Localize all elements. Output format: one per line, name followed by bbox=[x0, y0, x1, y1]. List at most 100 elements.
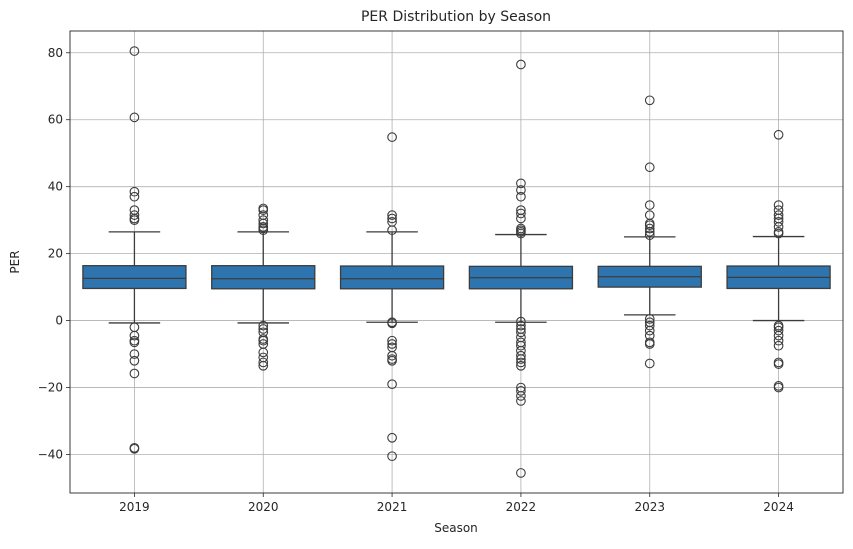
outlier-point bbox=[773, 359, 784, 369]
outlier-point bbox=[129, 186, 140, 197]
box-group-2024 bbox=[726, 129, 831, 393]
box-group-2022 bbox=[468, 59, 574, 478]
iqr-box bbox=[82, 265, 187, 290]
outlier-point bbox=[387, 335, 397, 346]
outlier-point bbox=[129, 443, 140, 454]
y-tick-label: 40 bbox=[48, 180, 63, 194]
outlier-point bbox=[773, 382, 784, 393]
outlier-point bbox=[516, 228, 526, 239]
outlier-point bbox=[773, 340, 784, 351]
outlier-point bbox=[387, 379, 397, 390]
outlier-point bbox=[516, 185, 526, 195]
outlier-point bbox=[387, 355, 397, 366]
outlier-point bbox=[516, 396, 526, 406]
outlier-point bbox=[644, 314, 655, 324]
outlier-point bbox=[258, 347, 269, 358]
outlier-point bbox=[129, 330, 140, 341]
outlier-point bbox=[516, 357, 526, 368]
outlier-point bbox=[644, 325, 655, 336]
x-tick-label: 2023 bbox=[634, 500, 665, 514]
outlier-point bbox=[129, 337, 140, 348]
outlier-point bbox=[258, 324, 269, 334]
outlier-point bbox=[258, 218, 269, 229]
outlier-point bbox=[773, 129, 784, 140]
outlier-point bbox=[773, 335, 784, 346]
chart-title: PER Distribution by Season bbox=[361, 9, 551, 25]
outlier-point bbox=[387, 225, 397, 236]
outlier-point bbox=[516, 360, 526, 371]
outlier-point bbox=[129, 112, 140, 123]
outlier-point bbox=[644, 227, 655, 237]
outlier-point bbox=[258, 225, 269, 236]
outlier-point bbox=[516, 59, 526, 70]
y-tick-label: −40 bbox=[38, 448, 63, 462]
x-tick-label: 2020 bbox=[248, 500, 279, 514]
outlier-point bbox=[773, 228, 784, 239]
x-tick-label: 2024 bbox=[763, 500, 794, 514]
outlier-point bbox=[773, 221, 784, 232]
y-tick-label: 0 bbox=[55, 314, 63, 328]
outlier-point bbox=[773, 210, 784, 220]
outlier-point bbox=[516, 327, 526, 338]
box-group-2019 bbox=[82, 46, 187, 454]
y-tick-label: 80 bbox=[48, 46, 63, 60]
outlier-point bbox=[387, 451, 397, 462]
outlier-point bbox=[129, 215, 140, 226]
outlier-point bbox=[644, 223, 655, 234]
outlier-point bbox=[773, 216, 784, 227]
y-axis-label: PER bbox=[8, 250, 22, 273]
outlier-point bbox=[516, 354, 526, 364]
outlier-point bbox=[387, 432, 397, 443]
outlier-point bbox=[516, 391, 526, 401]
outlier-point bbox=[516, 386, 526, 396]
x-tick-label: 2022 bbox=[506, 500, 537, 514]
outlier-point bbox=[644, 220, 655, 231]
iqr-box bbox=[339, 265, 445, 290]
plot-frame bbox=[69, 30, 844, 494]
outlier-point bbox=[773, 330, 784, 341]
outlier-point bbox=[129, 210, 140, 220]
outlier-point bbox=[387, 213, 397, 224]
outlier-point bbox=[516, 340, 526, 351]
outlier-point bbox=[773, 200, 784, 210]
outlier-point bbox=[516, 350, 526, 361]
outlier-point bbox=[516, 178, 526, 189]
outlier-point bbox=[516, 208, 526, 219]
x-axis-label: Season bbox=[434, 521, 478, 535]
outlier-point bbox=[258, 205, 269, 215]
iqr-box bbox=[211, 265, 316, 290]
outlier-point bbox=[516, 468, 526, 478]
y-tick-label: 20 bbox=[48, 247, 63, 261]
outlier-point bbox=[516, 320, 526, 331]
outlier-point bbox=[644, 358, 655, 369]
outlier-point bbox=[387, 210, 397, 220]
outlier-point bbox=[516, 316, 526, 327]
outlier-point bbox=[387, 318, 397, 329]
outlier-point bbox=[129, 355, 140, 366]
outlier-point bbox=[516, 213, 526, 224]
box-group-2023 bbox=[597, 95, 702, 369]
outlier-point bbox=[644, 95, 655, 106]
outlier-point bbox=[129, 368, 140, 379]
outlier-point bbox=[644, 320, 655, 331]
box-group-2021 bbox=[339, 132, 445, 462]
outlier-point bbox=[644, 162, 655, 173]
outlier-point bbox=[258, 357, 269, 368]
outlier-point bbox=[644, 200, 655, 210]
outlier-point bbox=[644, 230, 655, 241]
outlier-point bbox=[773, 325, 784, 336]
tick-layer: −40 −20 0 20 40 60 80 2019 2020 2021 2022 2023 2024 bbox=[38, 46, 794, 514]
y-tick-label: −20 bbox=[38, 381, 63, 395]
grid-layer bbox=[70, 31, 843, 493]
outlier-point bbox=[258, 335, 269, 346]
outlier-point bbox=[258, 360, 269, 371]
outlier-point bbox=[129, 191, 140, 202]
outlier-point bbox=[258, 320, 269, 331]
outlier-point bbox=[129, 349, 140, 359]
outlier-point bbox=[516, 191, 526, 202]
outlier-point bbox=[387, 132, 397, 142]
outlier-point bbox=[644, 339, 655, 349]
outlier-point bbox=[387, 350, 397, 361]
